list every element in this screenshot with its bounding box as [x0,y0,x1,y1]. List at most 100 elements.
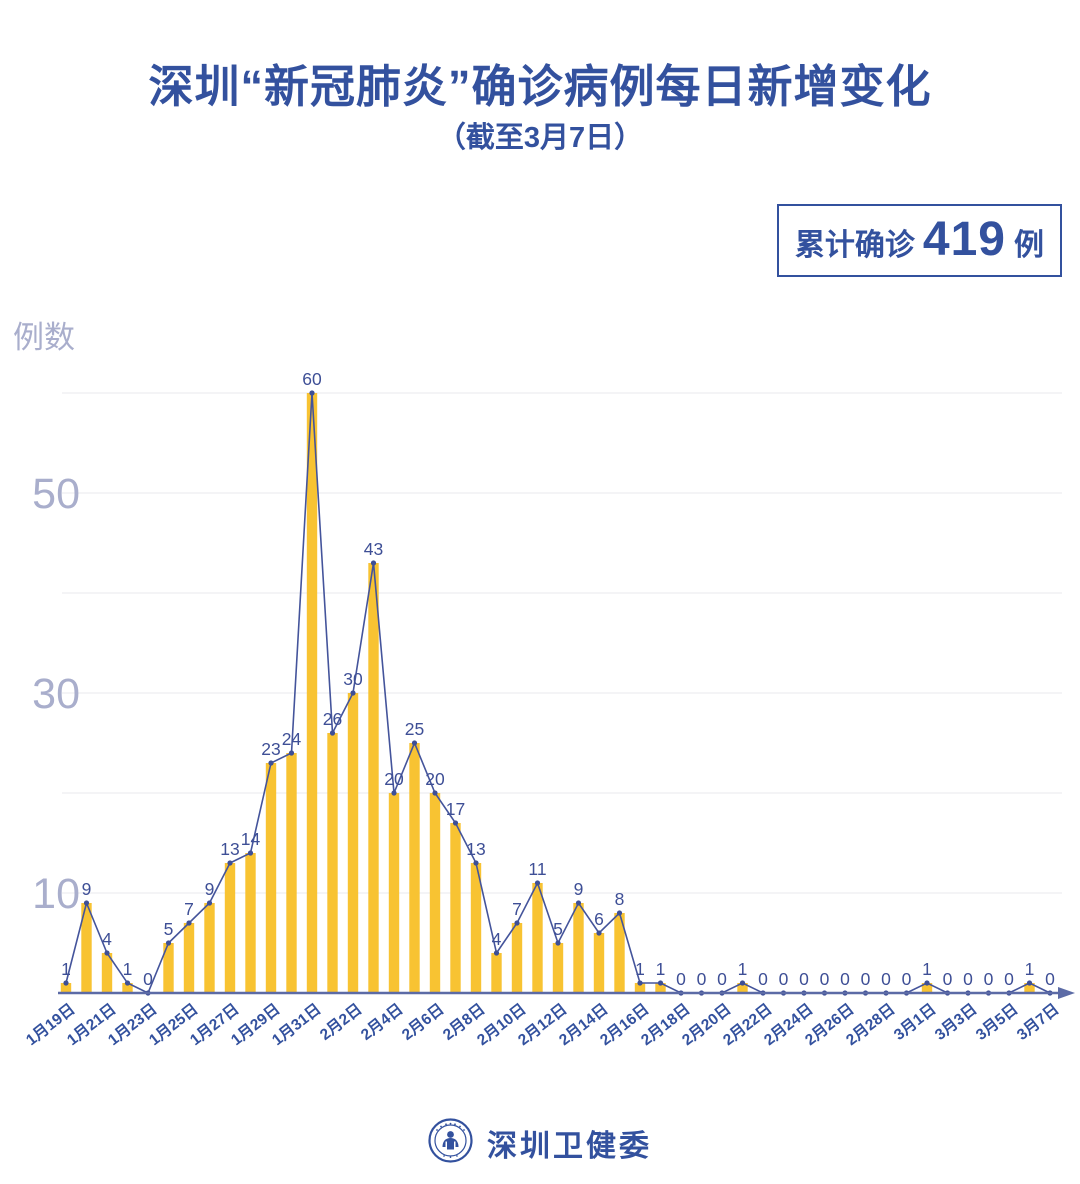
value-label: 9 [574,879,584,899]
bar [470,863,482,993]
value-label: 0 [676,969,686,989]
y-tick-label: 30 [32,670,80,718]
badge-unit: 例 [1014,229,1044,262]
data-point [288,750,295,756]
bar [573,903,584,993]
bar [306,393,318,993]
data-point [555,940,561,946]
bar [183,923,195,993]
footer: 深圳卫健委 [0,1118,1080,1168]
bar [122,983,133,993]
bar [491,953,502,993]
bar [368,563,379,993]
data-point [514,920,520,926]
data-point [493,950,500,956]
data-point [534,880,541,886]
bar [81,903,92,993]
bar [60,983,72,993]
x-axis-arrow [1058,987,1075,999]
value-label: 60 [302,369,322,389]
cumulative-total-badge: 累计确诊 419 例 [776,204,1062,277]
y-tick-label: 50 [32,470,80,518]
data-point [83,900,90,906]
value-label: 13 [466,839,485,859]
value-label: 0 [143,969,153,989]
value-label: 1 [61,959,71,979]
bar [327,733,338,993]
footer-text: 深圳卫健委 [487,1130,652,1163]
value-label: 17 [446,799,465,819]
value-label: 9 [205,879,215,899]
value-label: 0 [840,969,850,989]
bar [388,793,400,993]
data-point [124,980,131,986]
x-tick-label: 3月7日 [1013,1000,1062,1044]
page-subtitle: （截至3月7日） [436,122,644,154]
bar [101,953,113,993]
bar [921,983,933,993]
data-point [596,930,602,936]
badge-label: 累计确诊 [794,229,915,262]
data-point [104,950,110,956]
value-label: 1 [123,959,133,979]
data-point [432,790,438,796]
szhc-logo-icon [428,1118,473,1168]
bar [593,933,605,993]
value-label: 0 [779,969,789,989]
value-label: 0 [963,969,973,989]
bar [614,913,625,993]
bar [204,903,215,993]
value-label: 20 [384,769,404,789]
data-point [473,860,479,866]
value-label: 0 [1045,969,1055,989]
value-label: 14 [241,829,261,849]
value-label: 0 [943,969,953,989]
value-label: 8 [615,889,625,909]
value-label: 0 [1004,969,1014,989]
value-label: 0 [697,969,707,989]
x-tick-label: 2月6日 [398,1000,447,1044]
value-label: 13 [220,839,239,859]
value-label: 6 [594,909,604,929]
value-label: 9 [82,879,92,899]
bar [552,943,564,993]
data-point [1026,980,1033,986]
value-label: 24 [282,729,302,749]
value-label: 0 [758,969,768,989]
data-point [268,760,274,766]
data-point [575,900,582,906]
value-label: 30 [343,669,363,689]
badge-value: 419 [922,213,1006,266]
bar [634,983,646,993]
value-label: 20 [425,769,445,789]
value-label: 0 [861,969,871,989]
data-point [350,690,356,696]
bar [245,853,256,993]
data-point [411,740,418,746]
bar [429,793,441,993]
bar [286,753,297,993]
value-label: 1 [635,959,645,979]
x-tick-label: 2月2日 [316,1000,365,1044]
data-point [924,980,930,986]
value-label: 0 [902,969,912,989]
value-label: 43 [364,539,383,559]
x-tick-label: 3月5日 [972,1000,1021,1044]
value-label: 23 [261,739,280,759]
data-point [370,560,377,566]
bar [511,923,523,993]
data-point [391,790,397,796]
x-tick-label: 3月3日 [931,1000,980,1044]
data-point [206,900,213,906]
value-label: 7 [184,899,194,919]
data-point [227,860,233,866]
value-label: 25 [405,719,424,739]
value-label: 7 [512,899,522,919]
data-point [329,730,336,736]
value-label: 5 [553,919,563,939]
bar [347,693,359,993]
data-point [657,980,664,986]
value-label: 1 [1025,959,1035,979]
